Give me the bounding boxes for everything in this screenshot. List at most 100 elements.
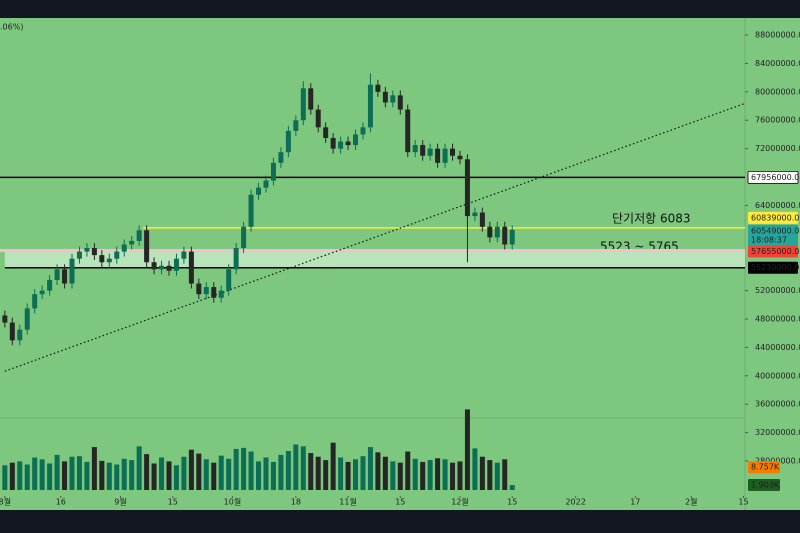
candle-body — [129, 240, 135, 245]
volume-bar — [99, 460, 105, 490]
volume-bar — [360, 456, 366, 490]
volume-bar — [390, 461, 396, 490]
candle-body — [39, 290, 45, 295]
candle-body — [166, 265, 172, 271]
volume-bar — [263, 457, 269, 490]
volume-bar — [382, 456, 388, 490]
candle-body — [300, 88, 306, 121]
candle-body — [390, 95, 396, 103]
candle-body — [487, 226, 493, 238]
volume-label: 8.757K — [751, 463, 780, 472]
candle-body — [211, 287, 217, 298]
candle-body — [226, 269, 232, 291]
x-tick-label: 8월 — [0, 497, 11, 507]
annotation: 단기저항 6083 — [612, 212, 691, 226]
candle-body — [270, 162, 276, 181]
candle-body — [256, 187, 262, 195]
volume-bar — [420, 461, 426, 490]
x-tick-label: 18 — [291, 498, 301, 507]
candle-body — [330, 137, 336, 149]
candle-body — [196, 283, 202, 295]
candle-body — [375, 84, 381, 92]
candle-body — [24, 308, 30, 330]
candle-body — [173, 258, 179, 271]
candle-body — [62, 269, 68, 284]
volume-bar — [248, 451, 254, 490]
volume-bar — [136, 446, 142, 490]
volume-bar — [121, 458, 127, 490]
volume-bar — [487, 460, 493, 490]
volume-bar — [375, 452, 381, 490]
y-tick-label: 48000000.0 — [755, 315, 800, 324]
candle-body — [315, 109, 321, 128]
candle-body — [338, 141, 344, 149]
volume-bar — [278, 454, 284, 490]
volume-bar — [353, 459, 359, 490]
volume-bar — [9, 462, 15, 490]
volume-bar — [144, 454, 150, 490]
candle-body — [2, 315, 8, 323]
x-tick-label: 2월 — [685, 497, 697, 507]
volume-bar — [315, 456, 321, 490]
candle-body — [502, 226, 508, 245]
candle-body — [159, 265, 165, 270]
price-label: 57655000.0 — [751, 247, 799, 256]
candle-body — [17, 329, 23, 341]
volume-bar — [241, 447, 247, 490]
y-tick-label: 32000000.0 — [755, 428, 800, 437]
volume-label-box — [748, 479, 780, 492]
volume-bar — [367, 447, 373, 490]
volume-bar — [435, 458, 441, 490]
volume-bar — [472, 448, 478, 490]
volume-bar — [188, 449, 194, 490]
candle-body — [405, 109, 411, 153]
volume-bar — [233, 448, 239, 490]
volume-bar — [39, 459, 45, 490]
last-price-box — [748, 224, 798, 246]
trendline — [4, 103, 744, 372]
candle-body — [188, 251, 194, 284]
candle-body — [218, 290, 224, 298]
y-tick-label: 72000000.0 — [755, 144, 800, 153]
candle-body — [248, 194, 254, 227]
candle-body — [181, 251, 187, 259]
x-tick-label: 2022 — [565, 498, 585, 507]
candle-body — [9, 322, 15, 341]
y-tick-label: 40000000.0 — [755, 371, 800, 380]
volume-label: 1.903K — [751, 481, 780, 490]
volume-bar — [166, 461, 172, 490]
candle-body — [427, 148, 433, 156]
volume-bar — [308, 453, 314, 490]
volume-bar — [494, 462, 500, 490]
volume-bar — [397, 462, 403, 490]
y-tick-label: 80000000.0 — [755, 87, 800, 96]
candle-body — [91, 248, 97, 256]
candle-body — [54, 269, 60, 280]
volume-bar — [203, 459, 209, 490]
candle-body — [509, 229, 515, 245]
volume-bar — [509, 485, 515, 490]
candle-body — [69, 258, 75, 284]
candle-body — [442, 148, 448, 163]
candle-body — [479, 212, 485, 227]
candle-body — [457, 155, 463, 160]
candle-body — [84, 248, 90, 252]
candle-body — [47, 279, 53, 291]
candle-body — [464, 159, 470, 217]
price-label: 55230000.0 — [751, 263, 799, 272]
x-tick-label: 9월 — [114, 497, 126, 507]
plot — [0, 73, 745, 490]
x-tick-label: 17 — [630, 498, 640, 507]
candle-body — [345, 141, 351, 146]
candle-body — [360, 127, 366, 135]
last-price-label: 60549000.0 — [751, 226, 799, 235]
volume-bar — [106, 462, 112, 490]
candle-body — [397, 95, 403, 110]
volume-bar — [173, 465, 179, 490]
candle-body — [106, 258, 112, 263]
x-tick-label: 15 — [168, 498, 178, 507]
candle-body — [412, 145, 418, 153]
volume-bar — [457, 461, 463, 490]
candle-body — [278, 152, 284, 163]
